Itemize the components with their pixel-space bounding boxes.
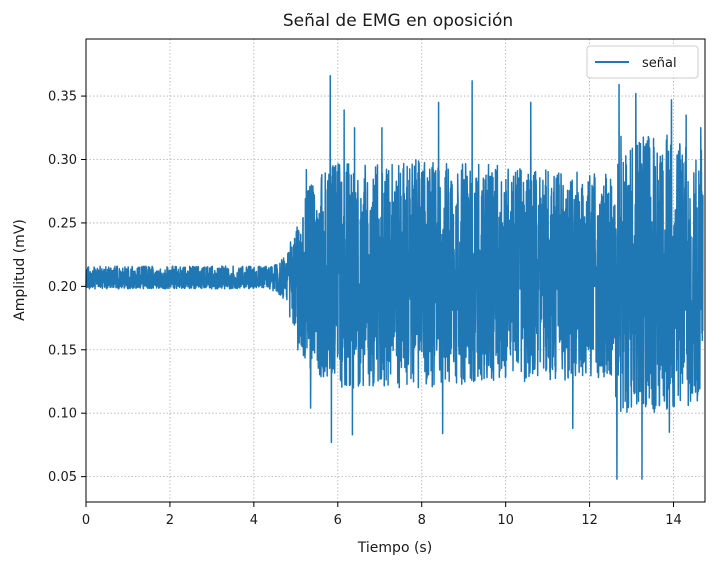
signal-series xyxy=(85,75,704,480)
x-tick-label: 12 xyxy=(581,513,598,528)
y-tick-label: 0.20 xyxy=(48,280,77,295)
y-axis-label: Amplitud (mV) xyxy=(12,219,28,321)
x-tick-label: 14 xyxy=(665,513,682,528)
y-tick-label: 0.10 xyxy=(48,407,77,422)
chart-title: Señal de EMG en oposición xyxy=(283,11,513,31)
legend-box xyxy=(586,45,699,79)
legend-label: señal xyxy=(642,56,677,71)
legend: señal xyxy=(586,45,699,79)
plot-frame xyxy=(85,38,706,503)
y-tick-label: 0.25 xyxy=(48,216,77,231)
signal-line xyxy=(85,75,704,480)
x-axis-label: Tiempo (s) xyxy=(357,540,432,556)
x-tick-label: 2 xyxy=(166,513,174,528)
y-tick-label: 0.05 xyxy=(48,470,77,485)
y-tick-label: 0.15 xyxy=(48,343,77,358)
y-tick-label: 0.30 xyxy=(48,153,77,168)
x-tick-label: 0 xyxy=(82,513,90,528)
x-tick-label: 10 xyxy=(497,513,514,528)
x-axis-ticks: 0 2 4 6 8 10 12 14 xyxy=(82,502,682,528)
x-tick-label: 8 xyxy=(418,513,426,528)
y-axis-ticks: 0.05 0.10 0.15 0.20 0.25 0.30 0.35 xyxy=(48,90,86,485)
y-tick-label: 0.35 xyxy=(48,90,77,105)
x-tick-label: 6 xyxy=(334,513,342,528)
x-tick-label: 4 xyxy=(250,513,258,528)
